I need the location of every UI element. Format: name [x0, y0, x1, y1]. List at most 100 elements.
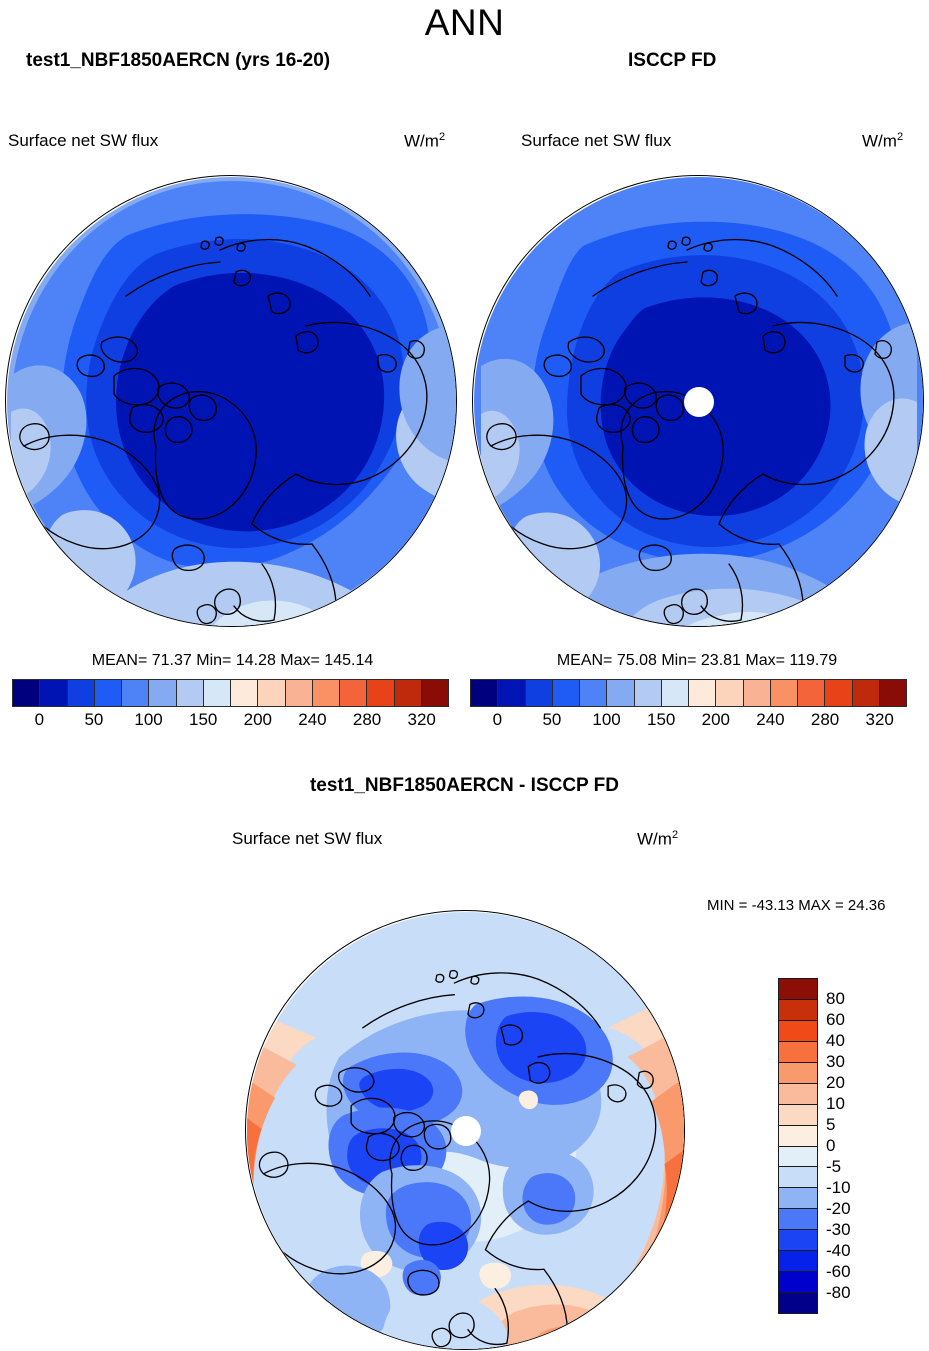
- left-panel-stats: MEAN= 71.37 Min= 14.28 Max= 145.14: [91, 652, 374, 669]
- diff-colorbar-swatch: [779, 1040, 817, 1062]
- colorbar-tick-label: 50: [84, 710, 104, 729]
- colorbar-swatch: [743, 680, 771, 706]
- colorbar-swatch: [13, 680, 41, 706]
- colorbar-swatch: [852, 680, 880, 706]
- diff-units-exponent: 2: [671, 829, 679, 841]
- colorbar-swatch: [798, 680, 826, 706]
- colorbar-tick-label: 100: [592, 710, 621, 729]
- diff-map-pole-data-gap: [451, 1116, 481, 1146]
- colorbar-swatch: [176, 680, 204, 706]
- colorbar-tick-label: 0: [34, 710, 45, 729]
- diff-colorbar-swatch: [779, 1124, 817, 1146]
- diff-colorbar-swatches: [778, 978, 818, 1314]
- diff-colorbar-tick-label: -20: [826, 1199, 851, 1218]
- colorbar-swatch: [770, 680, 798, 706]
- colorbar-swatch: [580, 680, 608, 706]
- colorbar-swatch: [203, 680, 231, 706]
- left-units-text: W/m: [404, 131, 439, 151]
- left-colorbar: 0 50 100 150 200 240 280 320: [12, 679, 449, 733]
- colorbar-swatch: [607, 680, 635, 706]
- colorbar-tick-label: 240: [298, 710, 327, 729]
- diff-colorbar-swatch: [779, 1250, 817, 1272]
- diff-colorbar-swatch: [779, 1208, 817, 1230]
- diff-colorbar-tick-label: -10: [826, 1178, 851, 1197]
- right-colorbar-ticks: 0 50 100 150 200 240 280 320: [470, 707, 907, 733]
- colorbar-tick-label: 100: [134, 710, 163, 729]
- diff-colorbar-swatch: [779, 1166, 817, 1188]
- right-panel-units-label: W/m2: [862, 131, 903, 152]
- diff-colorbar-swatch: [779, 1145, 817, 1167]
- colorbar-swatch: [367, 680, 395, 706]
- colorbar-swatch: [122, 680, 150, 706]
- diff-colorbar-tick-label: 0: [826, 1136, 836, 1155]
- colorbar-swatch: [149, 680, 177, 706]
- diff-colorbar-tick-label: 20: [826, 1073, 845, 1092]
- diff-panel-minmax: MIN = -43.13 MAX = 24.36: [707, 897, 886, 914]
- left-panel-case-title: test1_NBF1850AERCN (yrs 16-20): [26, 50, 331, 71]
- colorbar-swatch: [825, 680, 853, 706]
- right-colorbar-swatches: [470, 679, 907, 707]
- diff-panel-case-title: test1_NBF1850AERCN - ISCCP FD: [309, 775, 619, 796]
- colorbar-swatch: [258, 680, 286, 706]
- page-title: ANN: [424, 2, 505, 43]
- colorbar-tick-label: 0: [492, 710, 503, 729]
- colorbar-swatch: [394, 680, 422, 706]
- diff-polar-map: [245, 910, 685, 1350]
- diff-colorbar-swatch: [779, 1082, 817, 1104]
- left-polar-map: [5, 175, 457, 627]
- colorbar-swatch: [552, 680, 580, 706]
- colorbar-tick-label: 320: [865, 710, 894, 729]
- diff-colorbar-tick-label: -5: [826, 1157, 842, 1176]
- left-map-contours: [7, 177, 456, 626]
- diff-colorbar-tick-label: 40: [826, 1031, 845, 1050]
- colorbar-swatch: [340, 680, 368, 706]
- diff-colorbar-swatch: [779, 1103, 817, 1125]
- diff-colorbar-tick-label: 80: [826, 989, 845, 1008]
- colorbar-swatch: [94, 680, 122, 706]
- colorbar-swatch: [421, 680, 448, 706]
- diff-colorbar-swatch: [779, 1187, 817, 1209]
- colorbar-tick-label: 50: [542, 710, 562, 729]
- diff-colorbar-tick-label: 10: [826, 1094, 845, 1113]
- colorbar-tick-label: 280: [352, 710, 382, 729]
- right-map-pole-data-gap: [684, 387, 714, 417]
- diff-colorbar-swatch: [779, 1271, 817, 1293]
- colorbar-tick-label: 150: [189, 710, 218, 729]
- right-units-text: W/m: [862, 131, 897, 151]
- colorbar-swatch: [67, 680, 95, 706]
- colorbar-tick-label: 320: [407, 710, 436, 729]
- left-colorbar-swatches: [12, 679, 449, 707]
- diff-colorbar-swatch: [779, 1229, 817, 1251]
- colorbar-swatch: [661, 680, 689, 706]
- diff-colorbar-tick-label: 30: [826, 1052, 845, 1071]
- colorbar-swatch: [689, 680, 717, 706]
- diff-colorbar-tick-label: 5: [826, 1115, 836, 1134]
- right-panel-case-title: ISCCP FD: [628, 50, 717, 71]
- right-units-exponent: 2: [896, 131, 904, 143]
- colorbar-swatch: [716, 680, 744, 706]
- diff-colorbar-tick-label: -80: [826, 1283, 851, 1302]
- colorbar-swatch: [285, 680, 313, 706]
- right-panel-variable-label: Surface net SW flux: [521, 131, 672, 150]
- colorbar-swatch: [525, 680, 553, 706]
- colorbar-swatch: [40, 680, 68, 706]
- colorbar-swatch: [879, 680, 906, 706]
- diff-units-text: W/m: [637, 829, 672, 849]
- diff-panel-variable-label: Surface net SW flux: [232, 829, 383, 848]
- colorbar-tick-label: 200: [243, 710, 272, 729]
- left-units-exponent: 2: [438, 131, 446, 143]
- left-panel-units-label: W/m2: [404, 131, 445, 152]
- diff-colorbar-tick-label: 60: [826, 1010, 845, 1029]
- diff-colorbar-swatch: [779, 998, 817, 1020]
- diff-colorbar-tick-label: -60: [826, 1262, 851, 1281]
- diff-colorbar-tick-label: -40: [826, 1241, 851, 1260]
- diff-colorbar-ticks: 80 60 40 30 20 10 5 0 -5 -10 -20 -30 -40 -60 -80: [826, 978, 896, 1314]
- right-colorbar: 0 50 100 150 200 240 280 320: [470, 679, 907, 733]
- diff-colorbar-swatch: [779, 979, 817, 999]
- diff-colorbar-swatch: [779, 1061, 817, 1083]
- colorbar-tick-label: 280: [810, 710, 840, 729]
- colorbar-swatch: [471, 680, 499, 706]
- colorbar-tick-label: 200: [701, 710, 730, 729]
- colorbar-swatch: [498, 680, 526, 706]
- colorbar-swatch: [231, 680, 259, 706]
